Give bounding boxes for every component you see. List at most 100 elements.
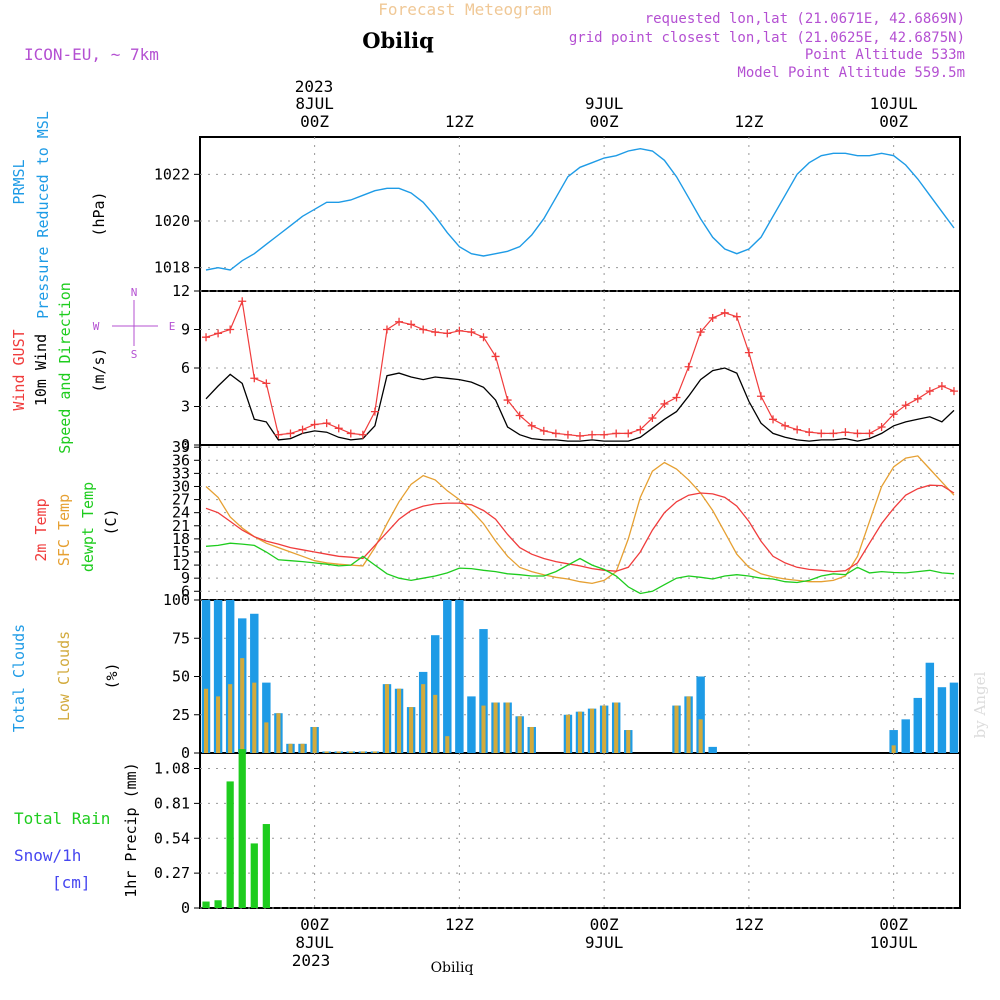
- gust-marker: [636, 425, 645, 434]
- low-cloud-bar: [590, 708, 595, 753]
- gust-marker: [358, 430, 367, 439]
- gust-marker: [612, 429, 621, 438]
- gust-marker: [949, 387, 958, 396]
- gust-marker: [346, 429, 355, 438]
- ytick-label-wind: 3: [181, 398, 190, 416]
- gust-marker: [600, 430, 609, 439]
- ytick-label-precipitation: 1.08: [154, 760, 190, 778]
- gust-marker: [322, 419, 331, 428]
- ytick-label-clouds: 50: [172, 668, 190, 686]
- top-axis-hour: 00Z: [300, 112, 329, 131]
- ytick-label-temperature: 12: [172, 556, 190, 574]
- pressure-label-2: Pressure Reduced to MSL: [34, 111, 52, 319]
- gust-marker: [298, 425, 307, 434]
- gust-marker: [443, 329, 452, 338]
- ytick-label-precipitation: 0.81: [154, 794, 190, 812]
- ytick-label-pressure: 1018: [154, 259, 190, 277]
- ytick-label-precipitation: 0.27: [154, 864, 190, 882]
- rain-bar: [226, 781, 234, 908]
- gust-marker: [274, 430, 283, 439]
- pressure-labels: PRMSL Pressure Reduced to MSL (hPa): [10, 111, 108, 319]
- gust-marker: [334, 424, 343, 433]
- gust-marker: [455, 326, 464, 335]
- gust-marker: [382, 325, 391, 334]
- ytick-label-temperature: 15: [172, 543, 190, 561]
- ytick-label-wind: 6: [181, 359, 190, 377]
- low-cloud-bar: [602, 705, 607, 753]
- pressure-unit: (hPa): [90, 191, 108, 236]
- ytick-label-wind: 0: [181, 436, 190, 454]
- rain-bar: [214, 900, 222, 908]
- total-cloud-bar: [455, 600, 464, 753]
- gust-marker: [286, 429, 295, 438]
- precip-label-cm: [cm]: [52, 873, 91, 892]
- ytick-label-precipitation: 0.54: [154, 829, 190, 847]
- gust-marker: [467, 328, 476, 337]
- gust-marker: [407, 320, 416, 329]
- compass-e: E: [169, 320, 176, 333]
- total-cloud-bar: [262, 682, 271, 753]
- cloud-labels: Total Clouds Low Clouds (%): [10, 624, 121, 732]
- bottom-axis-hour: 00Z: [879, 915, 908, 934]
- ytick-label-temperature: 36: [172, 451, 190, 469]
- gust-marker: [431, 328, 440, 337]
- low-cloud-bar: [674, 705, 679, 753]
- gust-marker: [756, 392, 765, 401]
- gust-marker: [238, 297, 247, 306]
- requested-coords: requested lon,lat (21.0671E, 42.6869N): [645, 11, 965, 27]
- gust-marker: [829, 429, 838, 438]
- chart-title: Forecast Meteogram: [378, 0, 551, 19]
- ytick-label-temperature: 27: [172, 491, 190, 509]
- gust-marker: [214, 329, 223, 338]
- low-cloud-bar: [276, 713, 281, 753]
- top-axis-hour: 00Z: [590, 112, 619, 131]
- temp-labels: 2m Temp SFC Temp dewpt Temp (C): [32, 482, 120, 572]
- total-cloud-bar: [467, 696, 476, 753]
- gust-marker: [841, 428, 850, 437]
- low-cloud-bar: [421, 684, 426, 753]
- gust-marker: [370, 407, 379, 416]
- grid-point-coords: grid point closest lon,lat (21.0625E, 42…: [569, 30, 965, 46]
- low-cloud-bar: [529, 726, 534, 753]
- gust-marker: [588, 430, 597, 439]
- ytick-label-clouds: 0: [181, 744, 190, 762]
- low-cloud-bar: [517, 716, 522, 753]
- gust-marker: [262, 379, 271, 388]
- total-cloud-bar: [443, 600, 452, 753]
- precip-labels: Total Rain Snow/1h [cm] 1hr Precip (mm): [14, 762, 140, 897]
- gust-marker: [226, 325, 235, 334]
- wind-label-speed: Speed and Direction: [56, 282, 74, 454]
- sfc-temp-line: [205, 455, 955, 585]
- ytick-label-wind: 9: [181, 321, 190, 339]
- gust-marker: [491, 352, 500, 361]
- bottom-axis: 00Z8JUL12Z00Z9JUL12Z00Z10JUL12Z: [295, 915, 917, 952]
- total-cloud-bar: [901, 719, 910, 753]
- gust-marker: [889, 410, 898, 419]
- rain-bar: [250, 843, 258, 908]
- panel-frame-temperature: [199, 444, 961, 601]
- gust-marker: [720, 308, 729, 317]
- compass-rose: N S E W: [93, 286, 176, 361]
- ytick-label-temperature: 6: [181, 582, 190, 600]
- bottom-location: Obiliq: [431, 960, 474, 976]
- low-cloud-bar: [348, 751, 353, 753]
- wind-label-10m: 10m Wind: [32, 334, 50, 406]
- bottom-axis-year: 2023: [292, 951, 331, 970]
- panel-frame-precipitation: [199, 752, 961, 909]
- low-cloud-bar: [384, 684, 390, 753]
- gust-marker: [395, 317, 404, 326]
- low-cloud-bar: [686, 696, 691, 753]
- gust-marker: [624, 429, 633, 438]
- low-cloud-bar: [288, 743, 293, 753]
- wind-gust-line: [205, 299, 955, 437]
- gust-marker: [732, 312, 741, 321]
- wind-unit: (m/s): [90, 347, 108, 392]
- low-cloud-bar: [264, 722, 269, 753]
- ytick-label-pressure: 1022: [154, 165, 190, 183]
- gust-marker: [793, 425, 802, 434]
- gust-marker: [877, 423, 886, 432]
- low-cloud-bar: [336, 751, 341, 753]
- total-cloud-bar: [213, 600, 223, 753]
- gust-marker: [744, 348, 753, 357]
- bottom-axis-hour: 12Z: [445, 915, 474, 934]
